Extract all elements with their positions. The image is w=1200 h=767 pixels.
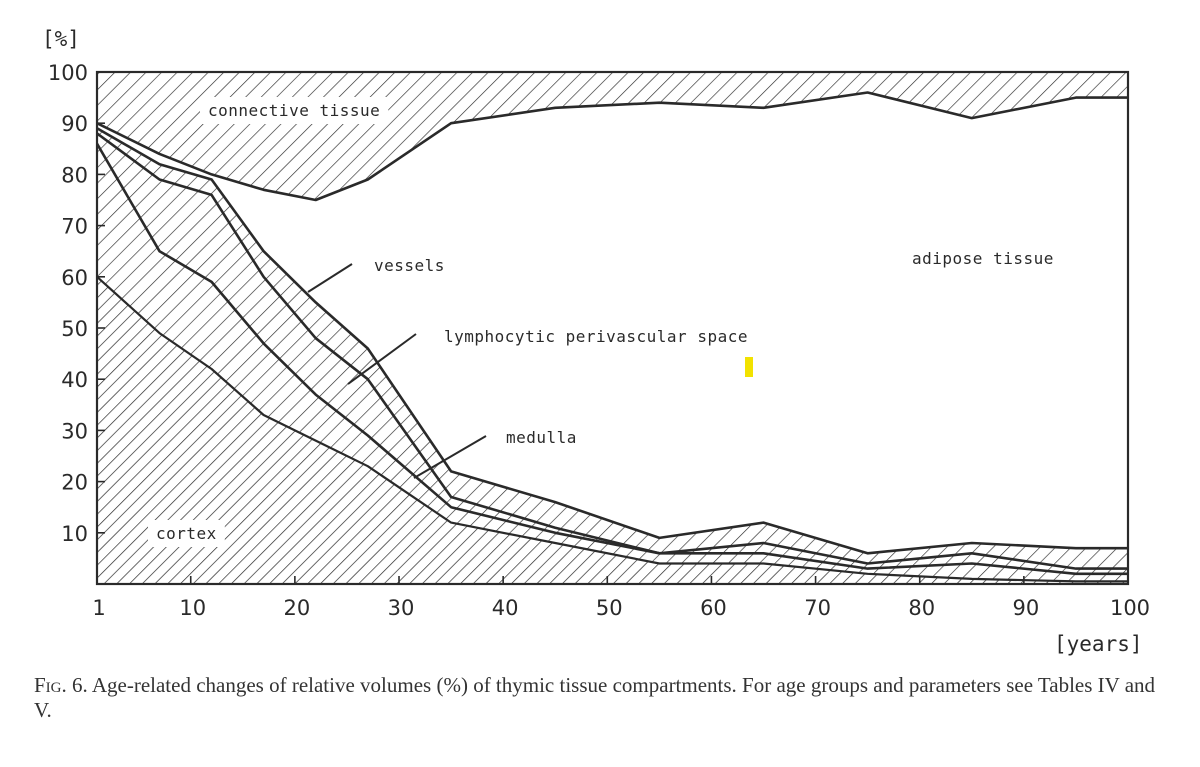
region-lymphocytic-perivascular-space — [97, 133, 1128, 574]
region-label-lymphocytic-perivascular-space: lymphocytic perivascular space — [444, 327, 748, 346]
x-tick-label: 20 — [284, 596, 311, 620]
leader-line-medulla — [413, 435, 487, 479]
y-tick-label: 80 — [61, 163, 88, 187]
boundary-line-3 — [97, 132, 1128, 570]
plot-frame — [95, 70, 1130, 586]
x-tick-label: 50 — [596, 596, 623, 620]
region-label-connective-tissue: connective tissue — [208, 101, 380, 120]
label-background-connective-tissue — [200, 97, 389, 124]
y-tick-label: 20 — [61, 471, 88, 495]
x-tick-label: 100 — [1110, 596, 1150, 620]
x-tick-label: 30 — [388, 596, 415, 620]
leader-line-lymphocytic-perivascular-space — [347, 333, 417, 385]
x-tick-label: 80 — [908, 596, 935, 620]
region-label-vessels: vessels — [374, 256, 445, 275]
y-tick-label: 70 — [61, 215, 88, 239]
x-tick-label: 60 — [700, 596, 727, 620]
x-axis-unit: [years] — [1054, 632, 1143, 656]
y-tick-label: 30 — [61, 419, 88, 443]
highlight-marker — [745, 357, 753, 377]
boundary-line-5 — [97, 91, 1128, 202]
x-tick-label: 1 — [92, 596, 105, 620]
x-tick-label: 10 — [179, 596, 206, 620]
region-connective-tissue — [97, 72, 1128, 200]
boundary-line-1 — [97, 275, 1128, 583]
x-tick-label: 40 — [492, 596, 519, 620]
region-label-medulla: medulla — [506, 428, 577, 447]
boundary-line-4 — [97, 127, 1128, 555]
y-axis-unit: [%] — [42, 27, 80, 51]
y-tick-label: 60 — [61, 266, 88, 290]
y-tick-label: 40 — [61, 368, 88, 392]
leader-line-vessels — [307, 263, 353, 293]
region-label-cortex: cortex — [156, 524, 217, 543]
boundary-line-2 — [97, 143, 1128, 576]
figure-caption-text: Age-related changes of relative volumes … — [34, 673, 1156, 722]
x-tick-label: 90 — [1012, 596, 1039, 620]
region-cortex — [97, 276, 1128, 584]
region-label-adipose-tissue: adipose tissue — [912, 249, 1054, 268]
y-tick-label: 100 — [48, 61, 88, 85]
figure-caption: Fig. 6. Age-related changes of relative … — [34, 673, 1164, 723]
figure-number: Fig. 6. — [34, 673, 88, 697]
age-compartment-chart: 1 10 20 30 40 50 60 70 80 90 100 10 20 30 40 50 60 70 80 90… — [42, 27, 1150, 656]
y-tick-label: 10 — [61, 522, 88, 546]
label-background-cortex — [148, 520, 225, 547]
y-tick-label: 90 — [61, 112, 88, 136]
y-tick-label: 50 — [61, 317, 88, 341]
x-tick-label: 70 — [804, 596, 831, 620]
